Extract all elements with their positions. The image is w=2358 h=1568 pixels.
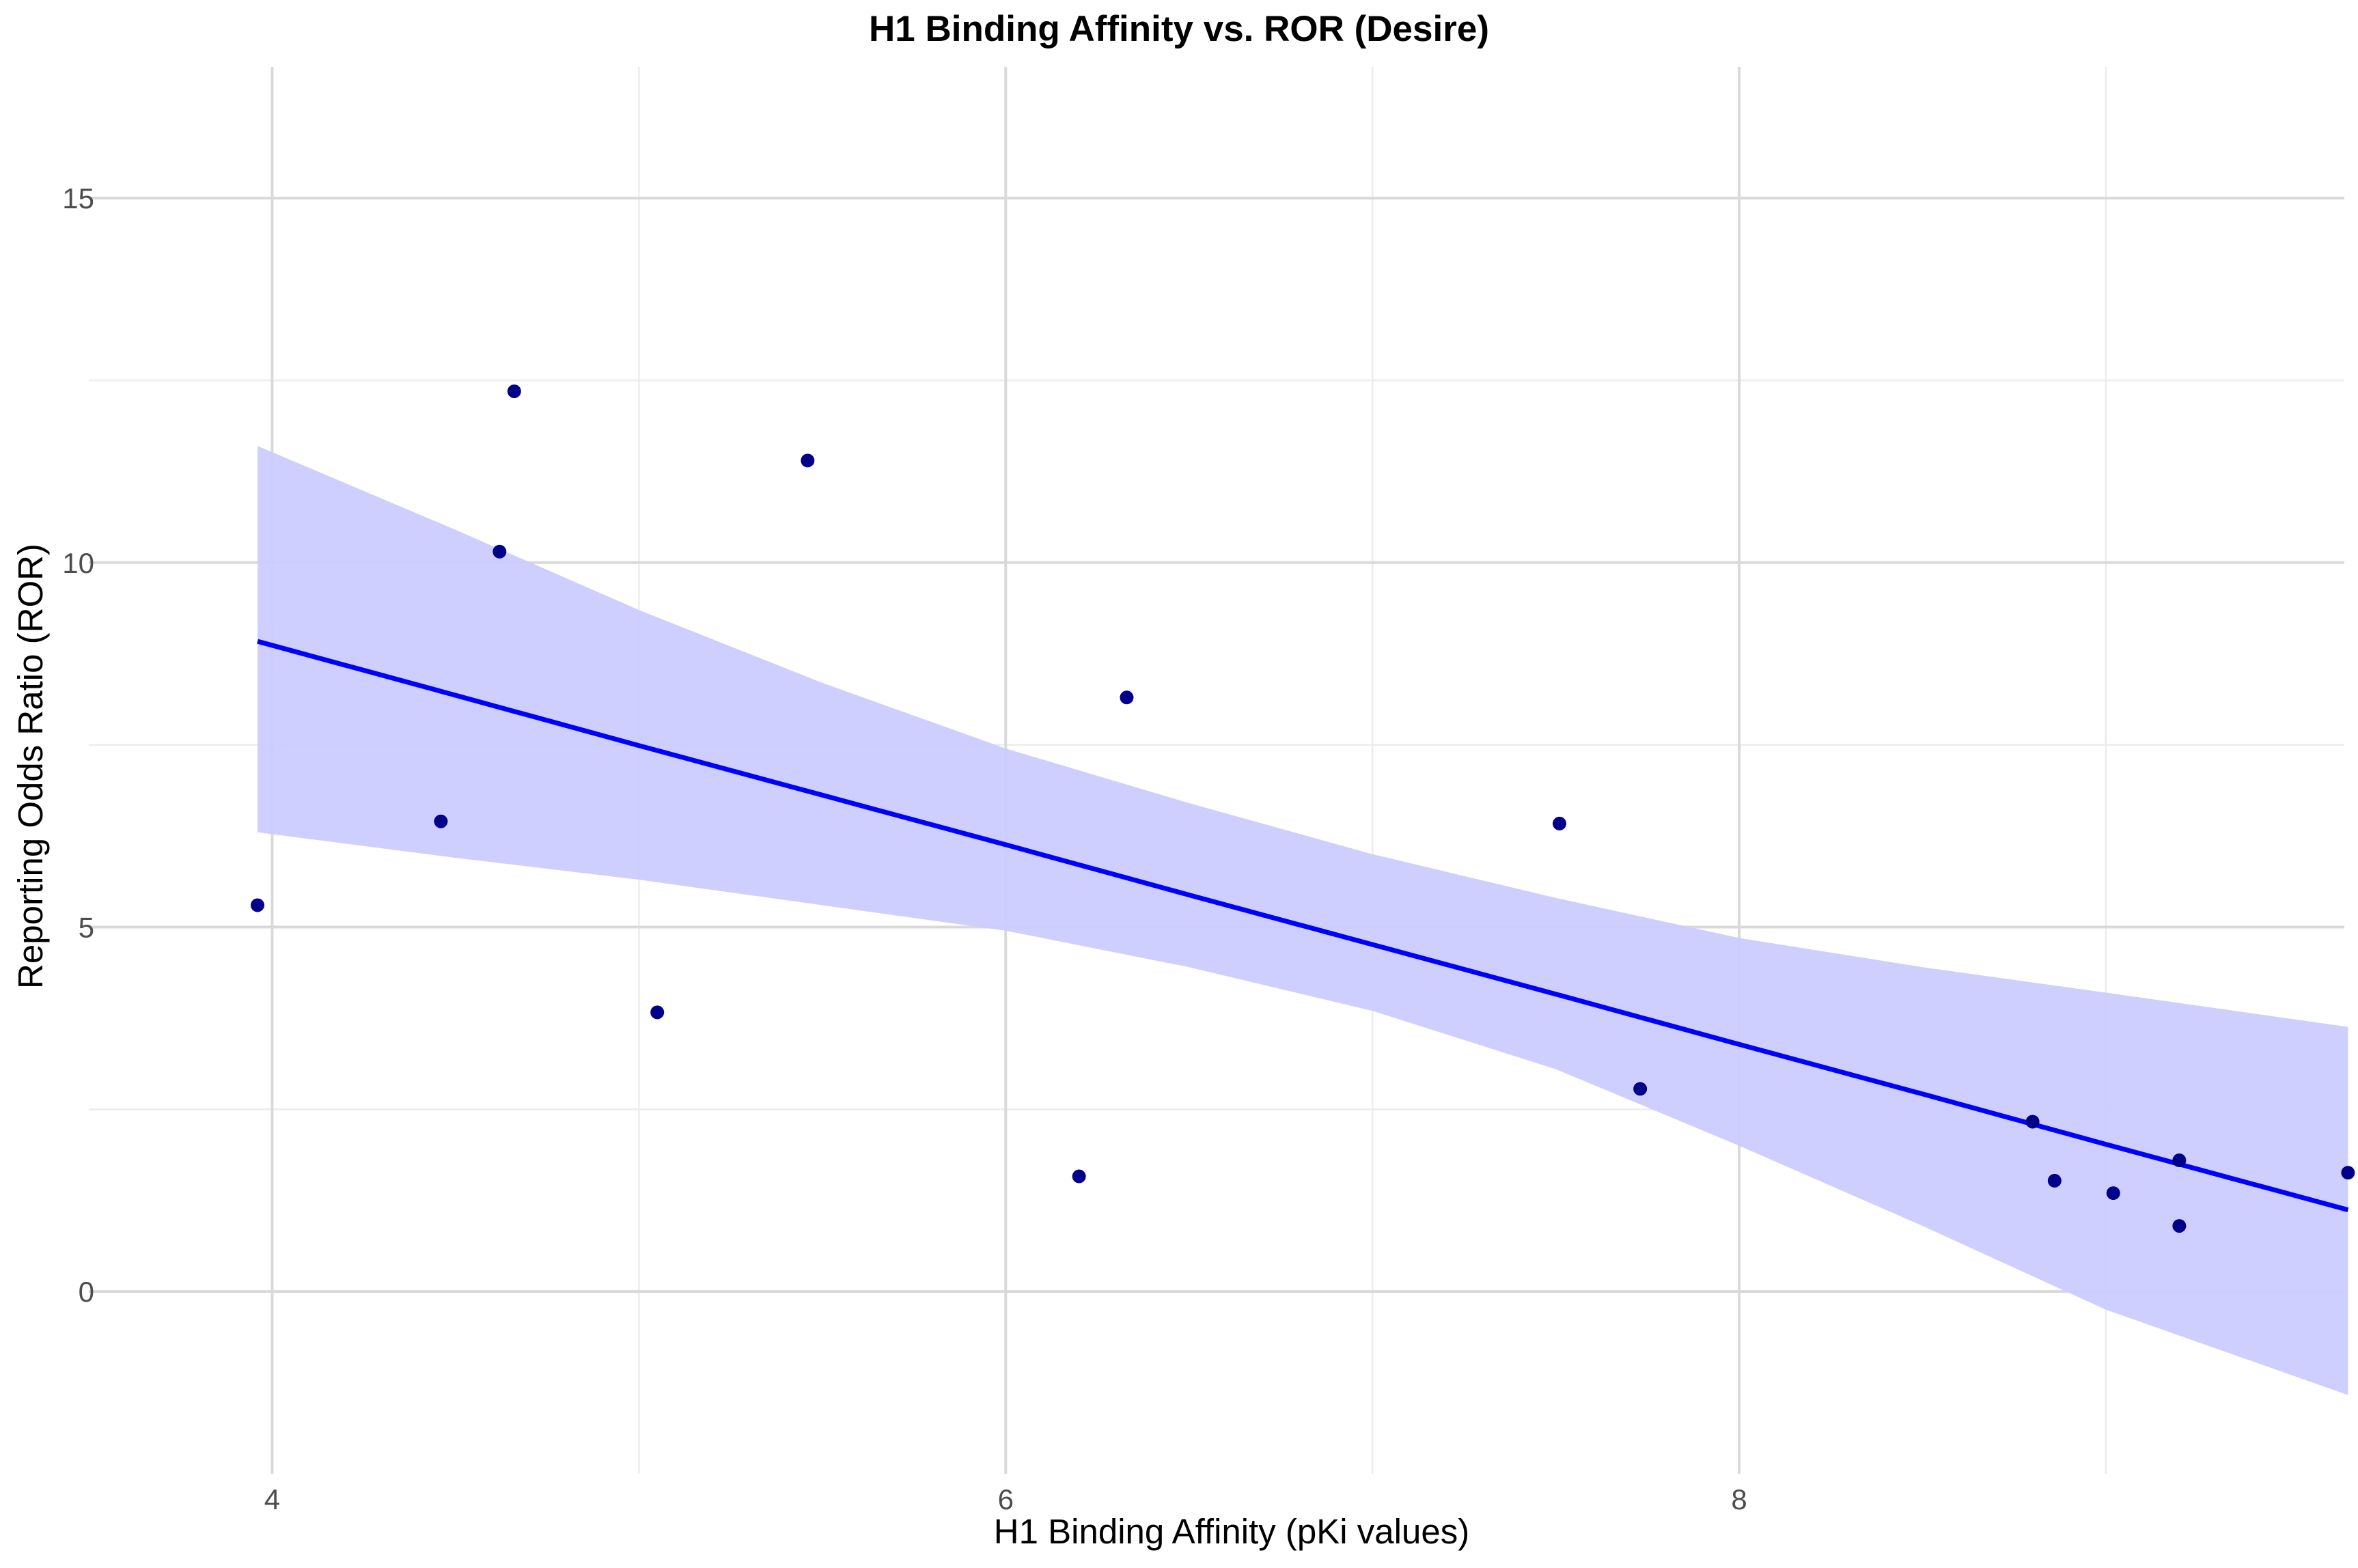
data-point — [1072, 1169, 1086, 1184]
data-point — [1120, 690, 1134, 705]
y-tick-label: 15 — [62, 182, 94, 214]
data-point — [2025, 1115, 2040, 1129]
x-tick-label: 8 — [1731, 1483, 1747, 1515]
data-point — [2341, 1166, 2355, 1180]
tick-labels: 4 6 8 0 5 10 15 — [62, 182, 1747, 1515]
data-points — [250, 384, 2355, 1233]
regression-line — [257, 639, 2349, 1212]
y-tick-label: 0 — [79, 1276, 94, 1308]
data-point — [507, 384, 521, 398]
data-point — [1553, 816, 1567, 830]
data-point — [250, 898, 264, 912]
chart-title: H1 Binding Affinity vs. ROR (Desire) — [869, 9, 1489, 49]
data-point — [2172, 1219, 2187, 1233]
data-point — [2172, 1153, 2187, 1168]
data-point — [2047, 1173, 2062, 1188]
y-tick-label: 10 — [62, 547, 94, 579]
x-tick-label: 6 — [998, 1483, 1014, 1515]
y-axis-label: Reporting Odds Ratio (ROR) — [11, 544, 50, 989]
x-tick-label: 4 — [264, 1483, 280, 1515]
data-point — [2106, 1186, 2120, 1201]
confidence-band — [258, 446, 2348, 1395]
x-axis-label: H1 Binding Affinity (pKi values) — [994, 1512, 1469, 1551]
data-point — [1633, 1082, 1648, 1096]
y-tick-label: 5 — [79, 911, 94, 943]
data-point — [650, 1005, 665, 1020]
data-point — [493, 544, 507, 559]
data-point — [434, 814, 448, 828]
data-point — [801, 453, 815, 468]
